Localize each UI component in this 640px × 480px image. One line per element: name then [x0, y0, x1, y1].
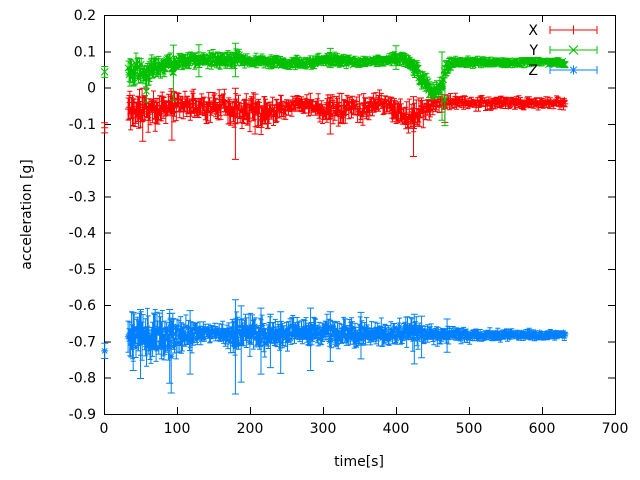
- x-tick-label: 600: [529, 421, 556, 437]
- y-tick-label: -0.3: [69, 189, 96, 205]
- series-x-errorbars: [101, 87, 569, 160]
- x-tick-label: 200: [237, 421, 264, 437]
- y-tick-label: -0.4: [69, 226, 96, 242]
- y-tick-label: -0.2: [69, 153, 96, 169]
- x-tick-label: 100: [164, 421, 191, 437]
- x-tick-label: 400: [383, 421, 410, 437]
- x-tick-label: 300: [310, 421, 337, 437]
- legend-label-y: Y: [528, 43, 538, 59]
- y-tick-label: 0.2: [74, 8, 96, 24]
- x-axis-title: time[s]: [334, 454, 384, 470]
- y-tick-label: -0.5: [69, 262, 96, 278]
- y-tick-label: -0.8: [69, 371, 96, 387]
- series-z-errorbars: [101, 299, 569, 395]
- y-axis-title: acceleration [g]: [19, 159, 35, 270]
- x-tick-label: 700: [602, 421, 629, 437]
- legend-label-x: X: [528, 23, 538, 39]
- y-tick-label: -0.1: [69, 117, 96, 133]
- legend-label-z: Z: [528, 63, 538, 79]
- y-tick-label: 0: [87, 81, 96, 97]
- y-tick-label: -0.6: [69, 298, 96, 314]
- y-tick-label: -0.9: [69, 407, 96, 423]
- y-tick-label: 0.1: [74, 44, 96, 60]
- legend-sample-x: [549, 25, 598, 35]
- y-tick-label: -0.7: [69, 335, 96, 351]
- legend-sample-y: [549, 45, 598, 55]
- plot-border: [104, 15, 616, 415]
- x-tick-label: 0: [100, 421, 109, 437]
- x-tick-label: 500: [456, 421, 483, 437]
- series-y-errorbars: [100, 42, 569, 127]
- legend-sample-z: [549, 65, 598, 75]
- axis-ticks: [104, 15, 616, 415]
